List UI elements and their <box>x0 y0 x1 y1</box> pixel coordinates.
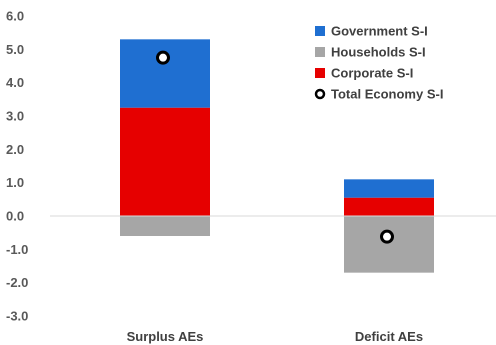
y-tick-label: 4.0 <box>6 75 24 90</box>
y-tick-label: -2.0 <box>6 275 28 290</box>
legend-swatch <box>315 26 325 36</box>
legend-label: Corporate S-I <box>331 66 413 81</box>
y-tick-label: 5.0 <box>6 42 24 57</box>
legend-swatch <box>315 47 325 57</box>
bar-households-s-i-0 <box>120 216 210 236</box>
legend-label: Total Economy S-I <box>331 87 443 102</box>
legend-label: Households S-I <box>331 45 426 60</box>
bar-corporate-s-i-0 <box>120 107 210 216</box>
total-economy-markers <box>156 50 394 244</box>
y-tick-label: 6.0 <box>6 9 24 24</box>
legend-swatch <box>315 68 325 78</box>
bar-government-s-i-1 <box>344 179 434 198</box>
y-tick-label: -3.0 <box>6 309 28 324</box>
legend-label: Government S-I <box>331 24 428 39</box>
total-economy-marker-1 <box>380 229 394 244</box>
legend: Government S-I Households S-I Corporate S-… <box>314 24 443 102</box>
x-axis-category-labels: Surplus AEs Deficit AEs <box>127 329 423 344</box>
y-tick-label: 2.0 <box>6 142 24 157</box>
y-axis-tick-labels: 6.0 5.0 4.0 3.0 2.0 1.0 0.0 -1.0 -2.0 -3.0 <box>6 9 28 324</box>
bar-segments <box>120 39 434 273</box>
bar-corporate-s-i-1 <box>344 197 434 216</box>
y-tick-label: 3.0 <box>6 109 24 124</box>
y-tick-label: 0.0 <box>6 209 24 224</box>
bar-households-s-i-1 <box>344 216 434 273</box>
y-tick-label: 1.0 <box>6 175 24 190</box>
category-label: Deficit AEs <box>355 329 423 344</box>
y-tick-label: -1.0 <box>6 242 28 257</box>
total-economy-marker-0 <box>156 50 170 65</box>
legend-marker <box>314 88 326 100</box>
bar-government-s-i-0 <box>120 39 210 108</box>
category-label: Surplus AEs <box>127 329 204 344</box>
